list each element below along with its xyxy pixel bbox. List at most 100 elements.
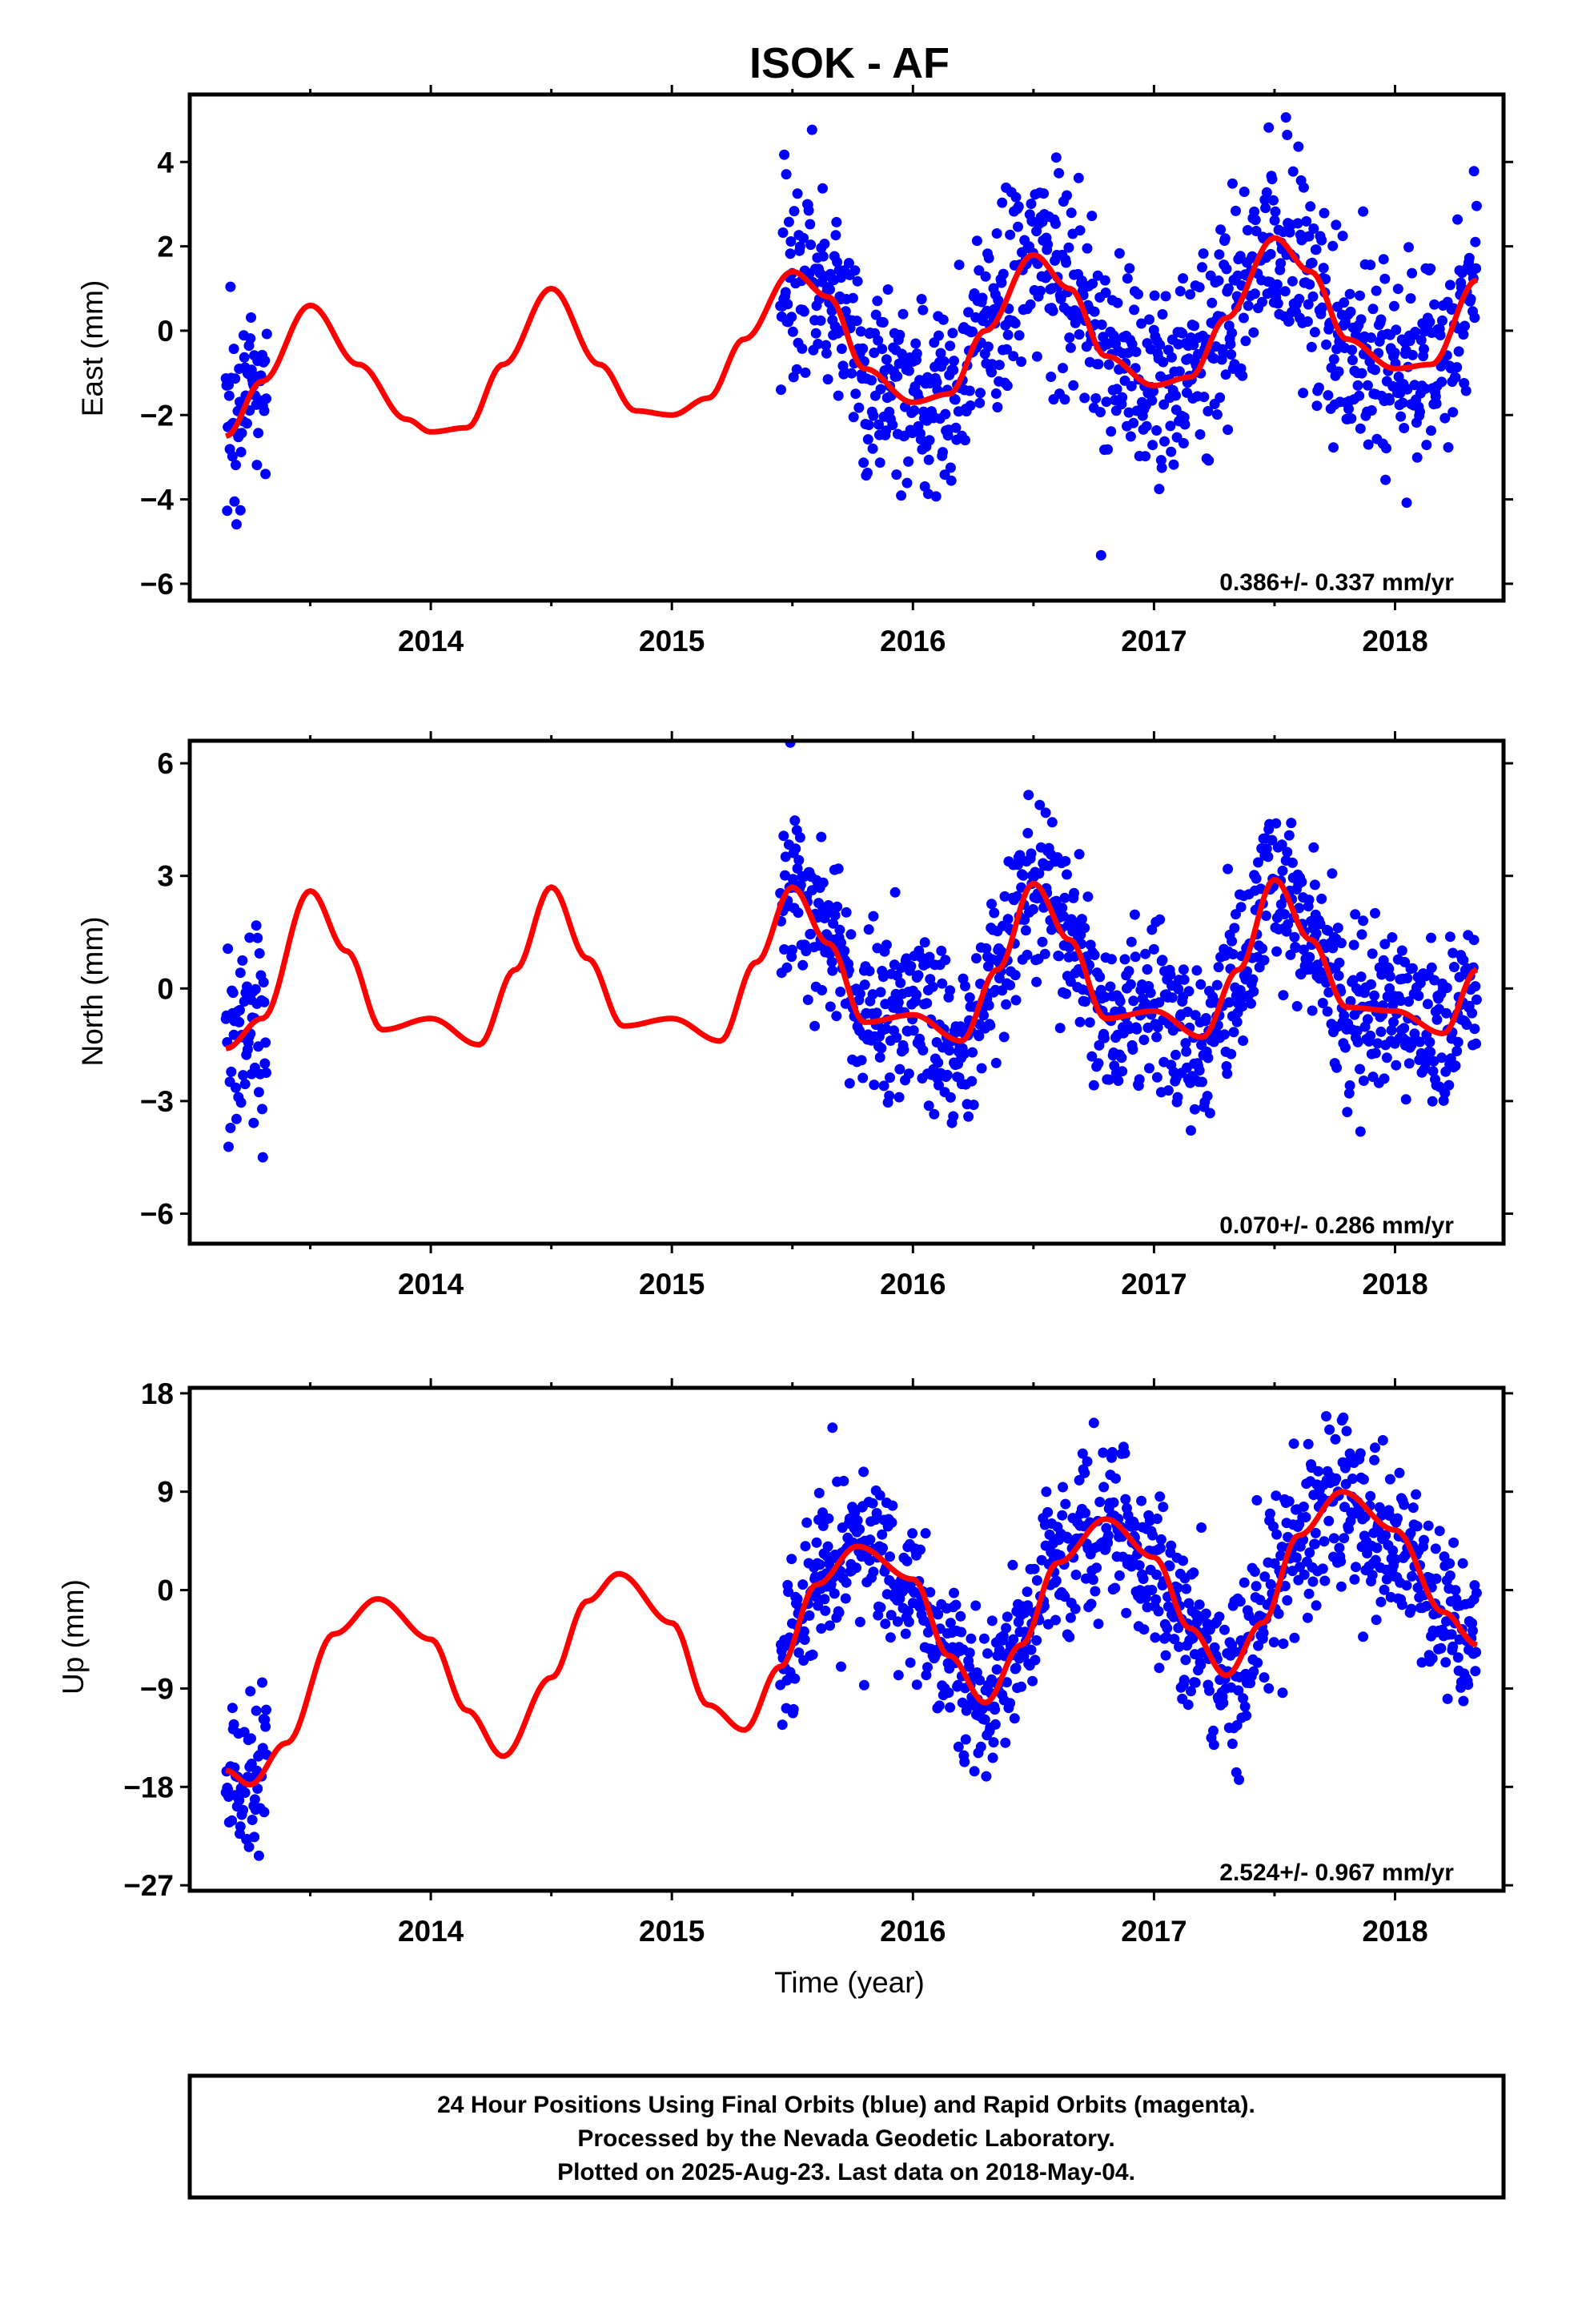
north-data-point [244,932,255,943]
east-x-tick-label: 2018 [1362,625,1427,657]
up-data-point [858,1679,869,1691]
up-data-point [1027,1675,1038,1687]
north-data-point [1034,799,1046,810]
north-data-point [833,863,844,875]
north-data-point [1084,1017,1095,1028]
east-data-point [872,296,883,307]
east-data-point [225,281,236,292]
east-data-point [789,206,800,217]
up-data-point [1138,1574,1149,1584]
up-data-point [1154,1491,1166,1502]
east-data-point [1269,215,1280,226]
east-data-point [1154,484,1165,495]
north-data-point [832,901,843,912]
north-data-point [967,1047,978,1058]
north-data-point [258,977,269,987]
north-data-point [1080,996,1091,1007]
up-data-point [1255,1594,1266,1606]
up-data-point [1471,1587,1482,1598]
east-data-point [1002,344,1012,355]
up-data-point [1064,1631,1075,1642]
north-data-point [253,1087,264,1098]
north-data-point [1251,873,1262,884]
up-data-point [836,1661,846,1672]
north-data-point [1291,1001,1303,1011]
east-data-point [1208,353,1219,364]
up-data-point [900,1628,911,1639]
east-data-point [945,340,956,352]
east-data-point [1303,299,1314,310]
up-data-point [1173,1622,1184,1634]
up-data-point [950,1599,962,1610]
east-observations [220,112,1482,561]
up-data-point [956,1626,967,1638]
east-y-tick-label: 2 [157,231,174,263]
east-data-point [1062,190,1072,201]
north-data-point [1470,981,1481,992]
x-axis-title: Time (year) [774,1966,925,1999]
north-data-point [1322,1006,1333,1017]
east-data-point [817,251,829,262]
east-data-point [903,365,914,376]
up-data-point [885,1610,897,1621]
east-data-point [858,457,869,468]
up-data-point [1423,1520,1434,1531]
east-data-point [1249,206,1260,217]
east-data-point [1148,386,1158,397]
east-data-point [1240,336,1251,347]
east-data-point [1354,390,1365,401]
up-data-point [1371,1542,1383,1554]
up-data-point [1060,1498,1071,1510]
east-data-point [1358,206,1369,217]
up-data-point [251,1705,262,1716]
up-data-point [260,1721,271,1732]
up-data-point [786,1554,797,1565]
north-data-point [1365,1030,1376,1041]
up-data-point [800,1541,811,1552]
east-data-point [896,490,907,501]
up-data-point [1468,1625,1478,1636]
east-data-point [1305,201,1316,212]
up-data-point [1146,1585,1158,1595]
up-data-point [955,1610,966,1622]
east-data-point [873,335,884,346]
north-data-point [1444,931,1456,943]
up-data-point [864,1555,875,1566]
up-data-point [1387,1545,1399,1556]
up-y-tick-label: −27 [123,1869,174,1902]
north-data-point [1088,1080,1099,1091]
east-data-point [1352,380,1363,391]
up-data-point [1181,1583,1192,1594]
east-data-point [1419,344,1429,355]
east-data-point [1066,207,1077,219]
up-data-point [1399,1499,1410,1510]
north-data-point [1342,1107,1353,1118]
up-data-point [793,1647,805,1659]
north-data-point [1308,842,1319,853]
up-x-tick-label: 2015 [639,1915,705,1948]
north-data-point [1428,1055,1439,1067]
north-data-point [1127,1044,1138,1055]
up-data-point [987,1752,998,1763]
north-data-point [1271,946,1283,957]
east-data-point [1194,282,1205,293]
up-data-point [1370,1442,1380,1454]
up-data-point [852,1515,863,1526]
east-data-point [1248,327,1259,338]
east-data-point [1146,395,1158,406]
east-data-point [1375,314,1387,325]
up-data-point [1252,1657,1263,1668]
up-data-point [915,1544,926,1555]
east-data-point [1447,407,1459,418]
up-data-point [1411,1521,1423,1532]
east-data-point [843,258,854,268]
east-data-point [1263,122,1275,133]
up-data-point [1214,1611,1225,1622]
north-data-point [1166,992,1178,1003]
up-data-point [253,1850,264,1861]
east-data-point [1415,335,1427,346]
up-data-point [1470,1666,1481,1677]
east-data-point [1223,424,1234,436]
east-data-point [1298,182,1309,193]
north-data-point [1183,986,1195,997]
